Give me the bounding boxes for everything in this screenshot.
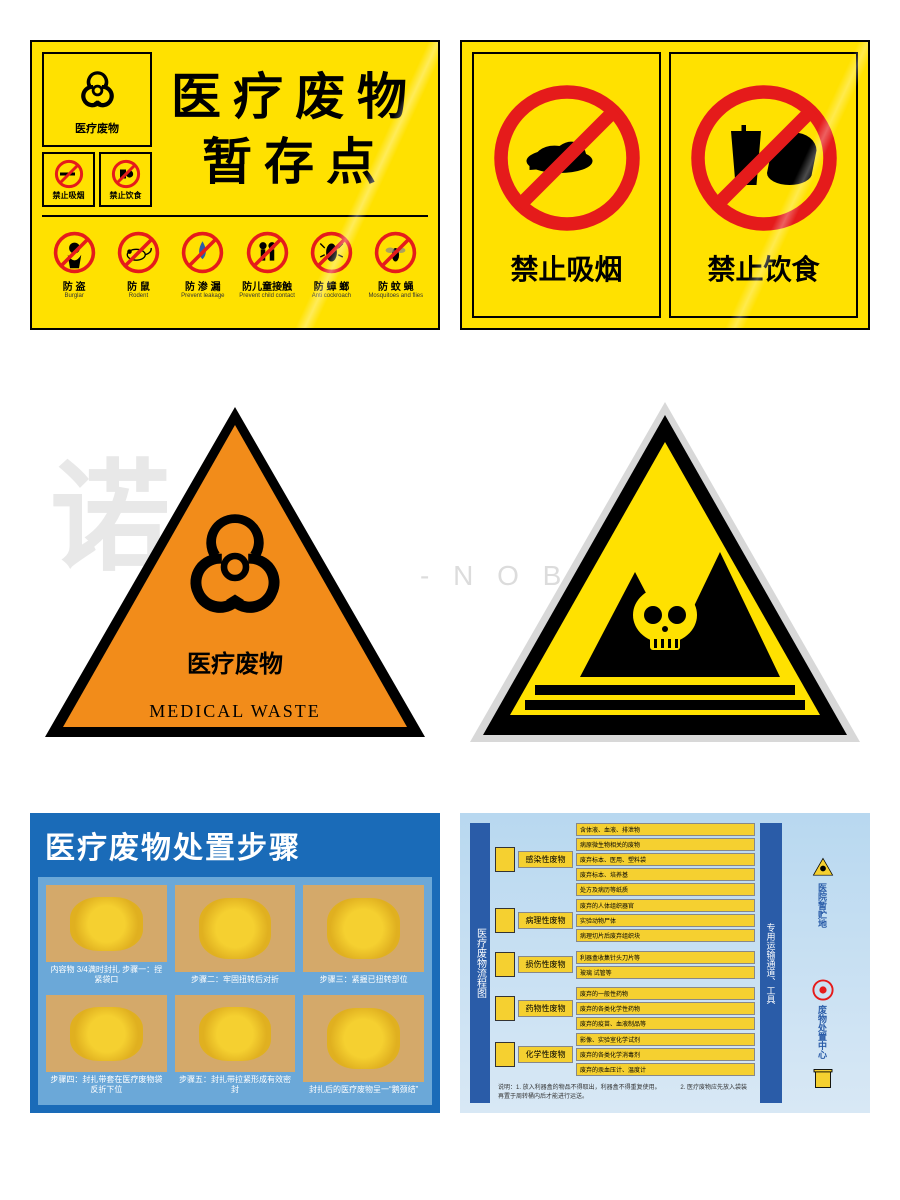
sign-disposal-steps: 医疗废物处置步骤 内容物 3/4满时封扎 步骤一：捏紧袋口 步骤二：牢固扭转后对… — [30, 813, 440, 1113]
flow-transport: 专用运输通道、工具 — [760, 823, 782, 1103]
signage-grid: 医疗废物 禁止吸烟 — [0, 0, 900, 1200]
sign-medical-waste-storage: 医疗废物 禁止吸烟 — [30, 40, 440, 330]
no-eating-icon — [689, 83, 839, 233]
mini-no-smoking: 禁止吸烟 — [42, 152, 95, 207]
svg-text:MEDICAL WASTE: MEDICAL WASTE — [149, 701, 321, 721]
no-eating-icon — [111, 159, 141, 189]
flow-bin-icon — [495, 847, 515, 872]
flow-note: 说明：1. 放入利器盒的物品不得取出，利器盒不得重复使用。 2. 医疗废物应先放… — [495, 1079, 755, 1103]
flow-items: 废弃的人体组织器官实验动物尸体病理切片后废弃组织块 — [576, 899, 755, 942]
flow-sidebar-title: 医疗废物流程图 — [470, 823, 490, 1103]
icon-burglar: 防 盗 Burglar — [44, 230, 104, 299]
flow-item: 实验动物尸体 — [576, 914, 755, 927]
flow-item: 病原微生物相关的废物 — [576, 838, 755, 851]
biohazard-badge: 医疗废物 — [42, 52, 152, 147]
flow-row: 损伤性废物利器盒收集针头刀片等玻璃 试管等 — [495, 945, 755, 984]
icon-rodent: 防 鼠 Rodent — [108, 230, 168, 299]
icon-fly: 防 蚊 蝇 Mosquitoes and flies — [366, 230, 426, 299]
target-icon — [811, 978, 835, 1002]
step-1: 内容物 3/4满时封扎 步骤一：捏紧袋口 — [46, 885, 167, 987]
flow-item: 废弃的疫苗、血液制品等 — [576, 1017, 755, 1030]
flow-row: 药物性废物废弃的一般性药物废弃的各类化学性药物废弃的疫苗、血液制品等 — [495, 987, 755, 1030]
step-3: 步骤三：紧握已扭转部位 — [303, 885, 424, 987]
sign-no-smoking-eating: 禁止吸烟 禁止饮食 — [460, 40, 870, 330]
no-smoking-icon — [54, 159, 84, 189]
flow-row: 感染性废物含体液、血液、排泄物病原微生物相关的废物废弃标本、医用、塑料袋废弃标本… — [495, 823, 755, 896]
flow-bin-icon — [495, 1042, 515, 1067]
step-4: 步骤四：封扎带套在医疗废物袋反折下位 — [46, 995, 167, 1097]
flow-item: 含体液、血液、排泄物 — [576, 823, 755, 836]
flow-items: 废弃的一般性药物废弃的各类化学性药物废弃的疫苗、血液制品等 — [576, 987, 755, 1030]
flow-bin-icon — [495, 952, 515, 977]
flow-item: 废弃的各类化学性药物 — [576, 1002, 755, 1015]
flow-item: 处方及病历等纸质 — [576, 883, 755, 896]
flow-categories: 感染性废物含体液、血液、排泄物病原微生物相关的废物废弃标本、医用、塑料袋废弃标本… — [495, 823, 755, 1103]
sign-toxic-triangle — [460, 397, 870, 747]
panel-no-eating: 禁止饮食 — [669, 52, 858, 318]
flow-category: 损伤性废物 — [518, 956, 573, 973]
biohazard-icon — [70, 63, 125, 118]
step-6: 封扎后的医疗废物呈一“鹅颈结” — [303, 995, 424, 1097]
biohazard-label: 医疗废物 — [75, 120, 119, 136]
flow-category: 药物性废物 — [518, 1000, 573, 1017]
sign-biohazard-triangle: 医疗废物 MEDICAL WASTE — [30, 397, 440, 747]
step-5: 步骤五：封扎带拉紧形成有效密封 — [175, 995, 296, 1097]
icon-cockroach: 防 蟑 螂 Anti cockroach — [301, 230, 361, 299]
sign1-title: 医疗废物 暂存点 — [162, 52, 428, 207]
flow-items: 含体液、血液、排泄物病原微生物相关的废物废弃标本、医用、塑料袋废弃标本、培养基处… — [576, 823, 755, 896]
flow-center-box: 废物处置中心 — [785, 966, 860, 1104]
flow-item: 废弃的一般性药物 — [576, 987, 755, 1000]
mini-no-eating: 禁止饮食 — [99, 152, 152, 207]
flow-row: 病理性废物废弃的人体组织器官实验动物尸体病理切片后废弃组织块 — [495, 899, 755, 942]
flow-item: 废弃标本、培养基 — [576, 868, 755, 881]
flow-row: 化学性废物影像、实验室化学试剂废弃的各类化学消毒剂废弃的汞血压计、温度计 — [495, 1033, 755, 1076]
svg-text:医疗废物: 医疗废物 — [187, 650, 283, 678]
flow-storage-box: 医院暂贮地 — [785, 823, 860, 961]
step-2: 步骤二：牢固扭转后对折 — [175, 885, 296, 987]
sign-flowchart: 医疗废物流程图 感染性废物含体液、血液、排泄物病原微生物相关的废物废弃标本、医用… — [460, 813, 870, 1113]
flow-item: 病理切片后废弃组织块 — [576, 929, 755, 942]
sign1-icon-row: 防 盗 Burglar 防 鼠 Rodent 防 渗 漏 Prevent lea… — [42, 225, 428, 304]
flow-bin-icon — [495, 908, 515, 933]
panel-no-smoking: 禁止吸烟 — [472, 52, 661, 318]
toxic-triangle-icon — [465, 397, 865, 747]
flow-item: 废弃的汞血压计、温度计 — [576, 1063, 755, 1076]
flow-item: 废弃的人体组织器官 — [576, 899, 755, 912]
flow-right-panel: 专用运输通道、工具 医院暂贮地 废物处置中心 — [760, 823, 860, 1103]
flow-items: 影像、实验室化学试剂废弃的各类化学消毒剂废弃的汞血压计、温度计 — [576, 1033, 755, 1076]
flow-item: 利器盒收集针头刀片等 — [576, 951, 755, 964]
flow-bin-icon — [495, 996, 515, 1021]
sign1-divider — [42, 215, 428, 217]
icon-leakage: 防 渗 漏 Prevent leakage — [173, 230, 233, 299]
flow-items: 利器盒收集针头刀片等玻璃 试管等 — [576, 951, 755, 979]
sign5-steps-grid: 内容物 3/4满时封扎 步骤一：捏紧袋口 步骤二：牢固扭转后对折 步骤三：紧握已… — [38, 877, 432, 1105]
flow-item: 影像、实验室化学试剂 — [576, 1033, 755, 1046]
sign5-title: 医疗废物处置步骤 — [30, 813, 440, 877]
no-smoking-icon — [492, 83, 642, 233]
flow-category: 病理性废物 — [518, 912, 573, 929]
flow-category: 感染性废物 — [518, 851, 573, 868]
flow-item: 废弃标本、医用、塑料袋 — [576, 853, 755, 866]
flow-category: 化学性废物 — [518, 1046, 573, 1063]
biohazard-triangle-icon: 医疗废物 MEDICAL WASTE — [35, 397, 435, 747]
flow-item: 玻璃 试管等 — [576, 966, 755, 979]
flow-item: 废弃的各类化学消毒剂 — [576, 1048, 755, 1061]
icon-child: 防儿童接触 Prevent child contact — [237, 230, 297, 299]
biohazard-mini-icon — [811, 856, 835, 880]
bin-icon — [808, 1062, 838, 1092]
